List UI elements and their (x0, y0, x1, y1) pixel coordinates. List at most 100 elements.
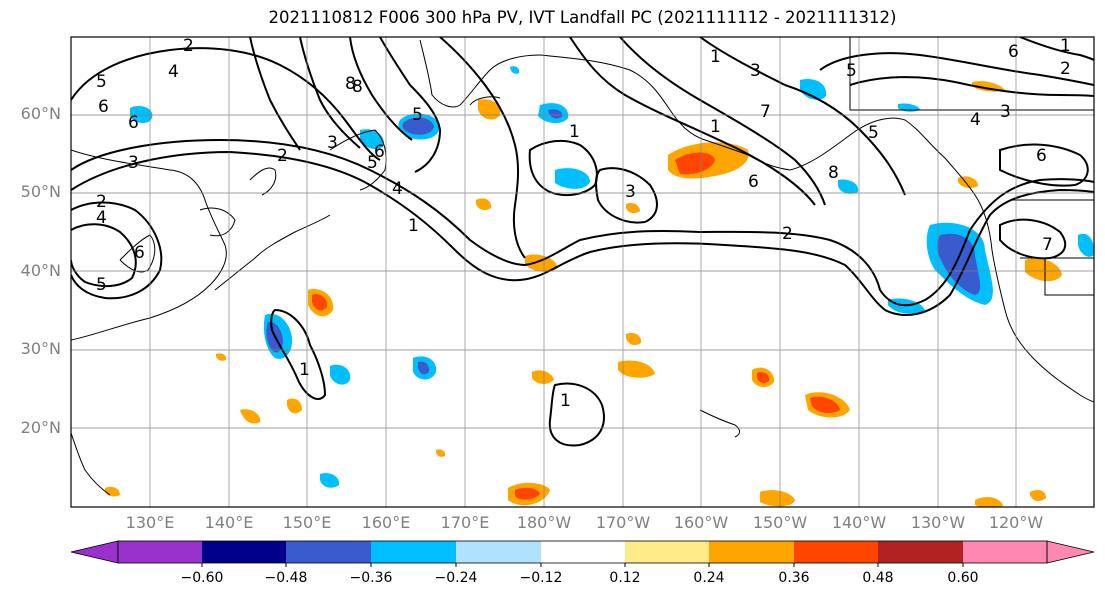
neg-anomaly (320, 473, 340, 488)
contour-label: 6 (748, 172, 759, 192)
colorbar-bin (794, 541, 878, 563)
neg-anomaly (838, 179, 859, 194)
pos-anomaly (810, 396, 840, 414)
contour-label: 1 (1060, 36, 1071, 56)
contour-label: 8 (345, 74, 356, 94)
lon-label: 160°W (673, 513, 729, 532)
figure-title: 2021110812 F006 300 hPa PV, IVT Landfall… (268, 8, 897, 27)
colorbar-tick-label: −0.24 (434, 570, 478, 586)
pos-anomaly (1025, 258, 1062, 282)
contour-label: 2 (96, 192, 107, 212)
pos-anomaly (675, 152, 715, 175)
contour-label: 8 (828, 163, 839, 183)
lat-label: 50°N (20, 182, 61, 201)
lat-label: 20°N (20, 418, 61, 437)
contour-label: 4 (392, 179, 403, 199)
colorbar-bin (878, 541, 963, 563)
contour-label: 5 (412, 105, 423, 125)
lat-label: 60°N (20, 104, 61, 123)
pos-anomaly (958, 176, 978, 189)
pos-anomaly (515, 487, 540, 500)
pos-anomaly (478, 99, 501, 120)
pos-anomaly (436, 449, 446, 457)
contour-label: 3 (1000, 102, 1011, 122)
colorbar-tick-label: −0.60 (180, 570, 224, 586)
lon-label: 170°W (595, 513, 651, 532)
lon-label: 140°W (831, 513, 887, 532)
lat-label: 30°N (20, 339, 61, 358)
map-frame (70, 36, 1095, 508)
contour-label: 1 (710, 117, 721, 137)
pos-anomaly (216, 353, 227, 361)
pos-anomaly (532, 370, 554, 384)
colorbar-bin (286, 541, 371, 563)
neg-anomaly (330, 364, 351, 385)
contour-label: 6 (98, 97, 109, 117)
contour-label: 5 (367, 153, 378, 173)
colorbar-tick-label: 0.36 (778, 570, 810, 586)
contour-label: 6 (374, 142, 385, 162)
colorbar-bin (202, 541, 286, 563)
contour-label: 1 (299, 360, 310, 380)
contour-label: 3 (128, 153, 139, 173)
neg-anomaly (1078, 233, 1094, 257)
lon-label: 140°E (204, 513, 254, 532)
pos-anomaly (975, 497, 1003, 507)
contour-label: 5 (868, 123, 879, 143)
pos-anomaly (240, 409, 261, 424)
graticule (71, 37, 1094, 507)
pos-anomaly (626, 333, 642, 346)
neg-anomaly (548, 109, 563, 119)
pos-anomaly (105, 486, 120, 497)
neg-anomaly (937, 233, 981, 295)
contour-label: 6 (1036, 146, 1047, 166)
pos-anomaly (287, 398, 302, 414)
pos-anomaly (618, 360, 655, 378)
colorbar-bin (371, 541, 456, 563)
contour-label: 5 (846, 61, 857, 81)
contour-label: 1 (560, 391, 571, 411)
colorbar-tick-label: 0.60 (947, 570, 979, 586)
colorbar-bin (625, 541, 709, 563)
contour-label: 1 (408, 216, 419, 236)
contour-label: 6 (1008, 42, 1019, 62)
neg-anomaly (898, 103, 920, 112)
contour-label: 7 (1042, 235, 1053, 255)
colorbar-tick-label: 0.24 (693, 570, 725, 586)
colorbar-tick-label: −0.36 (349, 570, 393, 586)
contour-label: 4 (96, 208, 107, 228)
contour-label: 1 (569, 122, 580, 142)
colorbar-extend-high (1046, 540, 1095, 564)
colorbar-bin (963, 541, 1047, 563)
colorbar-bin (541, 541, 625, 563)
pos-anomaly (312, 294, 328, 311)
lat-label: 40°N (20, 261, 61, 280)
ivt-pc-shading (105, 66, 1094, 507)
contour-label: 6 (134, 243, 145, 263)
neg-anomaly (402, 117, 434, 135)
neg-anomaly (800, 78, 827, 100)
colorbar-tick-label: 0.12 (609, 570, 641, 586)
lon-label: 160°E (361, 513, 411, 532)
colorbar-tick-label: −0.48 (264, 570, 308, 586)
neg-anomaly (510, 66, 520, 74)
pos-anomaly (760, 490, 795, 507)
pos-anomaly (1030, 490, 1046, 502)
lon-label: 170°E (440, 513, 490, 532)
colorbar-bin (709, 541, 794, 563)
contour-label: 6 (128, 113, 139, 133)
pos-anomaly (757, 372, 770, 384)
contour-label: 3 (750, 61, 761, 81)
colorbar (70, 540, 1095, 567)
neg-anomaly (418, 361, 430, 375)
pos-anomaly (525, 254, 558, 272)
pos-anomaly (626, 202, 640, 214)
contour-label: 1 (710, 47, 721, 67)
lon-label: 150°E (282, 513, 332, 532)
lon-label: 130°W (910, 513, 966, 532)
contour-label: 4 (970, 110, 981, 130)
colorbar-extend-low (70, 540, 119, 564)
contour-label: 5 (96, 275, 107, 295)
contour-label: 2 (277, 146, 288, 166)
